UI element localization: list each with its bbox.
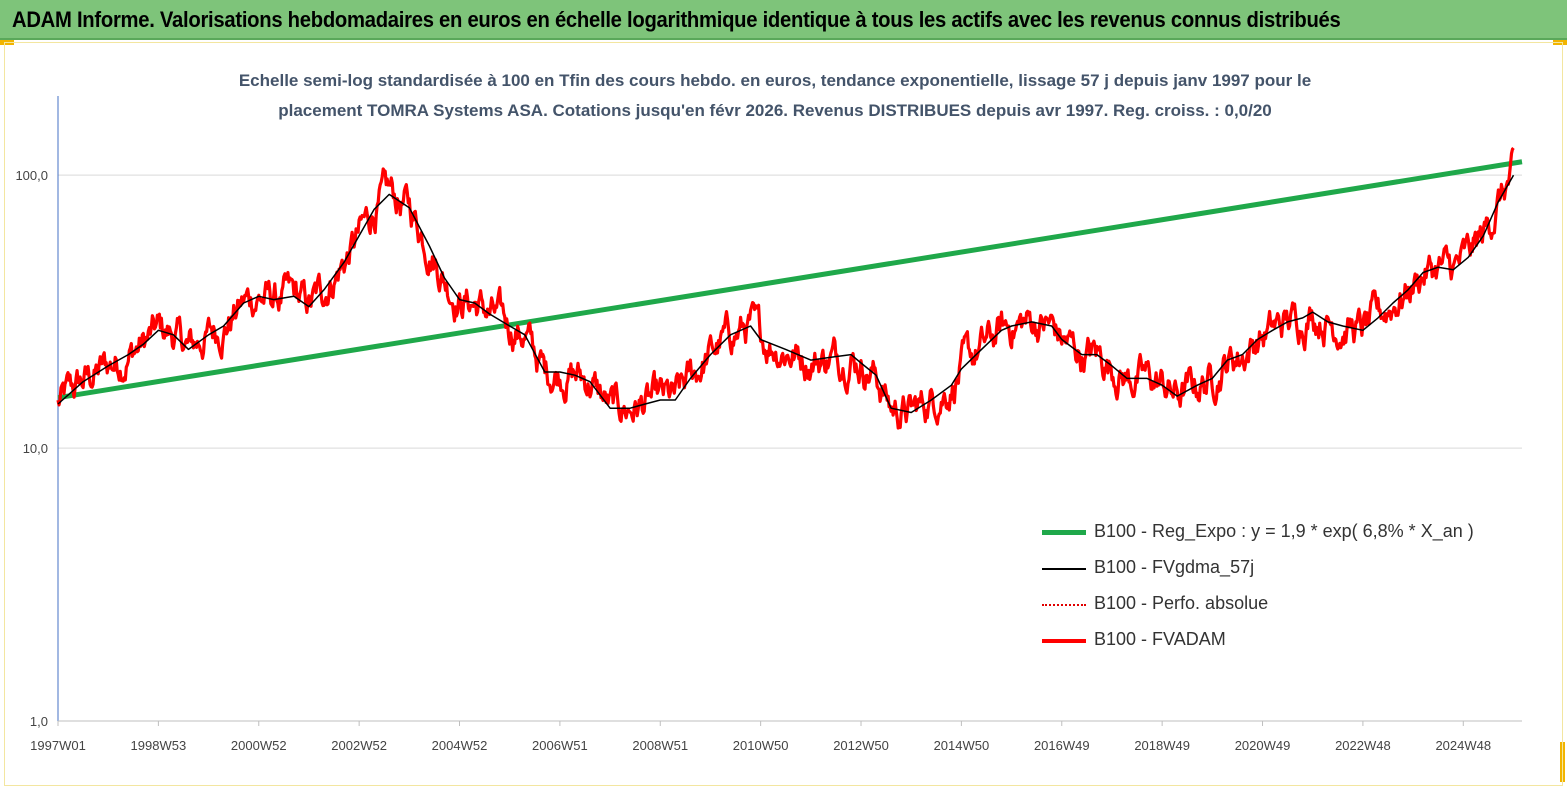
x-tick-label: 2022W48 bbox=[1335, 738, 1391, 753]
x-tick-label: 2002W52 bbox=[331, 738, 387, 753]
x-tick-label: 2012W50 bbox=[833, 738, 889, 753]
chart-subtitle-line-1: Echelle semi-log standardisée à 100 en T… bbox=[238, 71, 1312, 90]
x-tick-label: 2008W51 bbox=[632, 738, 688, 753]
report-banner: ADAM Informe. Valorisations hebdomadaire… bbox=[0, 0, 1567, 40]
y-tick-label: 1,0 bbox=[30, 714, 48, 729]
legend-label-fvadam: B100 - FVADAM bbox=[1094, 629, 1226, 649]
x-tick-label: 2010W50 bbox=[733, 738, 789, 753]
x-tick-label: 2018W49 bbox=[1134, 738, 1190, 753]
chart-subtitle: Echelle semi-log standardisée à 100 en T… bbox=[150, 66, 1400, 126]
legend-swatch-reg-expo bbox=[1042, 530, 1086, 535]
x-tick-label: 1998W53 bbox=[131, 738, 187, 753]
chart-frame bbox=[4, 42, 1563, 786]
report-title: ADAM Informe. Valorisations hebdomadaire… bbox=[12, 7, 1341, 32]
x-tick-label: 2014W50 bbox=[934, 738, 990, 753]
legend-swatch-fvgdma bbox=[1042, 568, 1086, 570]
legend-label-fvgdma: B100 - FVgdma_57j bbox=[1094, 557, 1255, 577]
x-tick-label: 2016W49 bbox=[1034, 738, 1090, 753]
x-tick-label: 1997W01 bbox=[30, 738, 86, 753]
x-tick-label: 2004W52 bbox=[432, 738, 488, 753]
y-tick-label: 10,0 bbox=[23, 441, 48, 456]
series-layer bbox=[56, 146, 1523, 430]
series-fvadam-line bbox=[56, 146, 1515, 430]
series-fvgdma-line bbox=[57, 174, 1515, 414]
chart-subtitle-line-2: placement TOMRA Systems ASA. Cotations j… bbox=[278, 101, 1272, 120]
legend-label-perfo-absolue: B100 - Perfo. absolue bbox=[1094, 593, 1269, 613]
x-tick-label: 2020W49 bbox=[1235, 738, 1291, 753]
x-tick-label: 2006W51 bbox=[532, 738, 588, 753]
legend-swatch-fvadam bbox=[1042, 639, 1086, 643]
legend-label-reg-expo: B100 - Reg_Expo : y = 1,9 * exp( 6,8% * … bbox=[1094, 521, 1474, 541]
y-tick-label: 100,0 bbox=[15, 168, 48, 183]
x-tick-label: 2024W48 bbox=[1435, 738, 1491, 753]
series-reg-expo-line bbox=[57, 159, 1523, 401]
gridlines bbox=[58, 174, 1522, 722]
legend-swatch-perfo-absolue bbox=[1042, 604, 1086, 606]
x-tick-label: 2000W52 bbox=[231, 738, 287, 753]
axes: 1,0 10,0 100,0 1997W01 1998W53 2000W52 2002W52… bbox=[15, 96, 1522, 753]
